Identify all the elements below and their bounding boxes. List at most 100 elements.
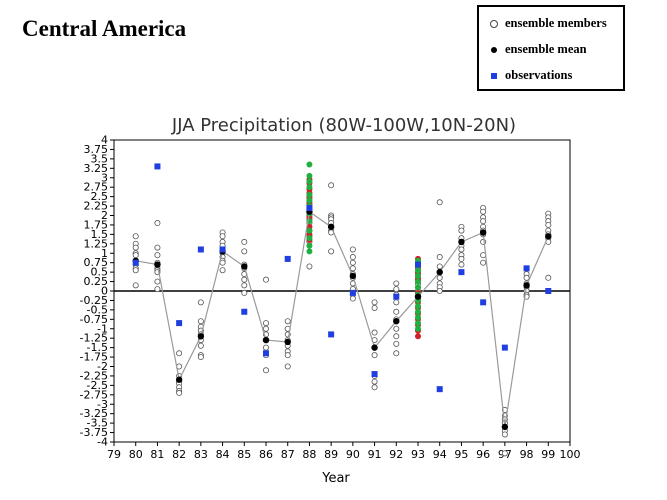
ensemble-member-point <box>241 238 248 245</box>
ensemble-member-point <box>197 354 204 361</box>
ensemble-member-point <box>371 304 378 311</box>
ensemble-mean-point <box>371 344 378 351</box>
observation-point <box>349 289 356 296</box>
ensemble-member-point-green <box>414 303 421 310</box>
x-tick-label: 80 <box>129 448 143 461</box>
ensemble-member-point <box>436 274 443 281</box>
ensemble-member-point-green <box>306 172 313 179</box>
ensemble-member-point <box>371 352 378 359</box>
y-tick-label: -2 <box>97 360 108 373</box>
ensemble-member-point <box>132 282 139 289</box>
ensemble-member-point <box>284 363 291 370</box>
ensemble-member-point <box>349 295 356 302</box>
ensemble-member-point <box>501 450 508 457</box>
x-tick-label: 89 <box>324 448 338 461</box>
x-tick-label: 85 <box>237 448 251 461</box>
ensemble-member-point <box>219 233 226 240</box>
ensemble-member-point <box>480 259 487 266</box>
ensemble-member-point <box>262 325 269 332</box>
legend-item-observations: observations <box>487 68 572 83</box>
ensemble-mean-point <box>154 261 161 268</box>
ensemble-member-point <box>393 333 400 340</box>
ensemble-mean-point <box>197 333 205 340</box>
x-tick-label: 96 <box>476 448 490 461</box>
legend-box: ensemble members ensemble mean observati… <box>477 5 625 91</box>
y-tick-label: 3.75 <box>84 143 109 156</box>
observation-point <box>176 320 183 327</box>
y-tick-label: 0.25 <box>84 275 109 288</box>
y-tick-label: -0.5 <box>87 303 108 316</box>
x-tick-label: 90 <box>346 448 360 461</box>
blue-square-icon <box>491 73 497 80</box>
ensemble-member-point-green <box>306 227 313 234</box>
ensemble-member-point <box>241 248 248 255</box>
ensemble-mean-point <box>327 223 335 231</box>
legend-mean-label: ensemble mean <box>505 42 587 56</box>
x-tick-label: 88 <box>302 448 316 461</box>
observation-point <box>263 350 269 357</box>
ensemble-member-point <box>197 299 204 306</box>
ensemble-member-point-green <box>306 197 313 204</box>
ensemble-member-point <box>241 289 248 296</box>
y-tick-label: 3.25 <box>84 162 109 175</box>
legend-observations-label: observations <box>505 68 573 82</box>
ensemble-member-point <box>523 274 530 281</box>
ensemble-member-point-red <box>414 333 421 340</box>
ensemble-member-point <box>284 352 291 359</box>
y-tick-label: -3.5 <box>87 417 108 430</box>
ensemble-member-point <box>371 299 378 306</box>
observation-point <box>241 308 248 315</box>
x-tick-label: 100 <box>560 448 581 461</box>
observation-point <box>458 269 465 276</box>
y-tick-label: 2 <box>101 209 108 222</box>
ensemble-member-point <box>262 320 269 327</box>
ensemble-mean-point <box>479 229 487 236</box>
ensemble-mean-point <box>262 336 270 344</box>
y-tick-label: -2.5 <box>87 379 108 392</box>
ensemble-member-point <box>132 233 139 240</box>
ensemble-member-point <box>284 318 291 325</box>
y-tick-label: 1.5 <box>91 228 109 241</box>
observation-point <box>132 259 139 266</box>
ensemble-member-point <box>306 263 313 270</box>
observation-point <box>480 299 487 306</box>
ensemble-member-point <box>436 263 443 270</box>
y-tick-label: 2.75 <box>84 181 109 194</box>
ensemble-member-point <box>545 274 552 281</box>
ensemble-member-point <box>436 199 443 206</box>
ensemble-member-point <box>480 208 487 215</box>
ensemble-member-point <box>349 265 356 272</box>
y-tick-label: 0.75 <box>84 256 109 269</box>
x-tick-label: 91 <box>368 448 382 461</box>
legend-members-label: ensemble members <box>505 16 607 30</box>
ensemble-member-point <box>458 227 465 234</box>
ensemble-member-point <box>154 220 161 227</box>
x-tick-label: 95 <box>454 448 468 461</box>
ensemble-member-point <box>219 267 226 274</box>
ensemble-member-point <box>436 287 443 294</box>
x-tick-label: 82 <box>172 448 186 461</box>
y-tick-label: 2.5 <box>91 190 109 203</box>
ensemble-member-point <box>241 276 248 283</box>
ensemble-member-point <box>328 182 335 189</box>
x-tick-label: 83 <box>194 448 208 461</box>
ensemble-mean-point <box>241 263 248 270</box>
ensemble-mean-point <box>436 268 443 276</box>
ensemble-member-point-green <box>306 242 313 249</box>
y-tick-label: 1.75 <box>84 218 109 231</box>
ensemble-member-point-green <box>414 308 421 315</box>
ensemble-member-point-green <box>414 284 421 291</box>
ensemble-member-point-green <box>306 161 313 168</box>
y-tick-label: -0.25 <box>80 294 108 307</box>
y-tick-label: 1 <box>101 247 108 260</box>
observation-point <box>306 204 313 211</box>
ensemble-mean-point <box>458 238 465 246</box>
ensemble-mean-point <box>349 272 357 280</box>
ensemble-mean-point <box>523 282 530 289</box>
ensemble-member-point <box>501 431 508 438</box>
ensemble-member-point-green <box>414 272 421 279</box>
ensemble-member-point <box>458 261 465 268</box>
ensemble-member-point-green <box>306 191 313 198</box>
ensemble-mean-line <box>135 210 549 427</box>
x-tick-label: 84 <box>216 448 230 461</box>
